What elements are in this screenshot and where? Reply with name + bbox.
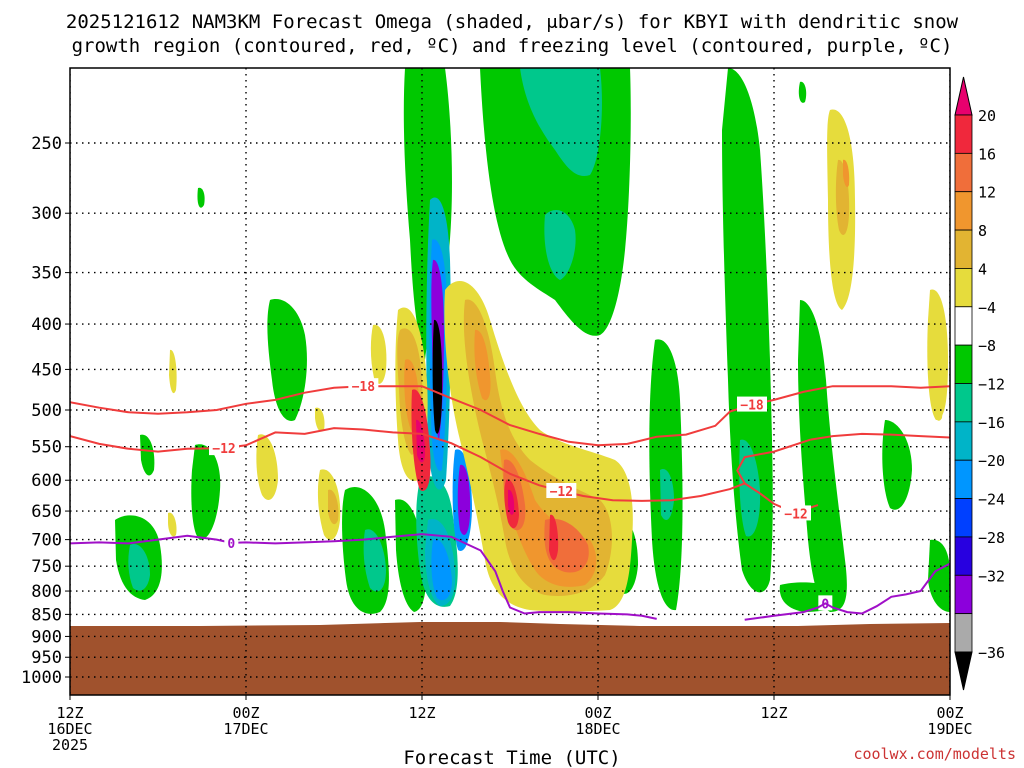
contour-label-bg (737, 396, 767, 412)
colorbar-segment (954, 229, 973, 269)
y-tick-label: 850 (31, 605, 62, 625)
contour-label: −18 (740, 399, 764, 414)
colorbar-segment (954, 191, 973, 231)
y-tick-label: 450 (31, 360, 62, 380)
x-tick-label: 00Z (936, 704, 963, 722)
contour-0b (744, 562, 950, 621)
contour-label: −12 (784, 507, 807, 522)
colorbar-label: −24 (978, 491, 1005, 509)
colorbar-label: −4 (978, 299, 996, 317)
chart-title-line2: growth region (contoured, red, ºC) and f… (72, 35, 953, 57)
colorbar-segment (954, 383, 973, 423)
contour--18 (70, 385, 950, 447)
colorbar-segment (954, 574, 973, 615)
x-tick-label: 2025 (52, 736, 88, 754)
grid-lines (70, 68, 950, 695)
x-tick-label: 19DEC (927, 720, 972, 738)
x-tick-label: 12Z (56, 704, 83, 722)
contour-label: −12 (212, 442, 235, 457)
colorbar-segment (954, 613, 973, 653)
colorbar-label: 8 (978, 222, 987, 240)
y-tick-label: 500 (31, 401, 62, 421)
x-tick-label: 12Z (408, 704, 435, 722)
contour-label: −12 (550, 485, 573, 500)
y-tick-label: 400 (31, 315, 62, 335)
x-tick-label: 00Z (584, 704, 611, 722)
omega-black-regions (432, 319, 443, 434)
x-tick-label: 12Z (760, 704, 787, 722)
y-tick-label: 350 (31, 264, 62, 284)
x-tick-label: 18DEC (575, 720, 620, 738)
contour-label: 0 (821, 597, 829, 612)
colorbar-label: 4 (978, 260, 987, 278)
y-tick-label: 600 (31, 471, 62, 491)
contour--12b (810, 432, 950, 441)
y-tick-label: 800 (31, 582, 62, 602)
colorbar-label: −12 (978, 376, 1005, 394)
omega-shading (115, 68, 950, 614)
omega-magenta-regions (416, 419, 515, 515)
colorbar-segment (954, 268, 973, 308)
colorbar-bottom-arrow (954, 651, 973, 691)
y-tick-label: 300 (31, 204, 62, 224)
terrain-fill (70, 626, 950, 695)
colorbar-label: 12 (978, 184, 996, 202)
y-tick-label: 700 (31, 531, 62, 551)
x-axis-label: Forecast Time (UTC) (403, 747, 620, 768)
omega-colorbar: 20 16 12 8 4 −4 −8 −12 −16 −20 −24 −28 −32 −36 (954, 76, 1005, 691)
colorbar-label: −28 (978, 529, 1005, 547)
contour-lines: −18 −18 −12 −12 −12 0 0 (70, 378, 950, 621)
y-tick-label: 1000 (21, 668, 62, 688)
contour-label-bg (224, 534, 239, 550)
x-tick-label: 16DEC (47, 720, 92, 738)
x-tick-label: 17DEC (223, 720, 268, 738)
colorbar-segment (954, 344, 973, 384)
x-tick-label: 00Z (232, 704, 259, 722)
colorbar-segment (954, 498, 973, 538)
y-tick-label: 950 (31, 648, 62, 668)
colorbar-label: −8 (978, 337, 996, 355)
y-tick-label: 650 (31, 502, 62, 522)
colorbar-label: −16 (978, 414, 1005, 432)
plot-area: −18 −18 −12 −12 −12 0 0 (70, 68, 950, 695)
contour-label-bg (546, 482, 577, 498)
y-tick-label: 750 (31, 557, 62, 577)
colorbar-segment (954, 114, 973, 154)
colorbar-label: −20 (978, 452, 1005, 470)
chart-title-line1: 2025121612 NAM3KM Forecast Omega (shaded… (66, 11, 959, 33)
contour-label-bg (781, 505, 811, 521)
colorbar-segment (954, 459, 973, 499)
y-tick-label: 900 (31, 627, 62, 647)
contour-label-bg (209, 440, 239, 456)
colorbar-label: −32 (978, 567, 1005, 585)
contour--12c (736, 438, 812, 484)
colorbar-label: 16 (978, 145, 996, 163)
colorbar-segment (954, 536, 973, 576)
y-tick-label: 550 (31, 438, 62, 458)
contour-label: −18 (352, 380, 376, 395)
credit-text: coolwx.com/modelts (853, 745, 1016, 763)
colorbar-label: −36 (978, 644, 1005, 662)
colorbar-segment (954, 152, 973, 193)
y-axis-ticks: 2503003504004505005506006507007508008509… (21, 134, 70, 688)
colorbar-segment (954, 306, 973, 346)
colorbar-label: 20 (978, 107, 996, 125)
colorbar-top-arrow (954, 76, 973, 116)
contour-0 (70, 533, 657, 620)
y-tick-label: 250 (31, 134, 62, 154)
contour-label: 0 (227, 537, 235, 552)
terrain-top-edge (70, 622, 950, 632)
colorbar-segment (954, 421, 973, 461)
contour-label-bg (348, 378, 379, 394)
